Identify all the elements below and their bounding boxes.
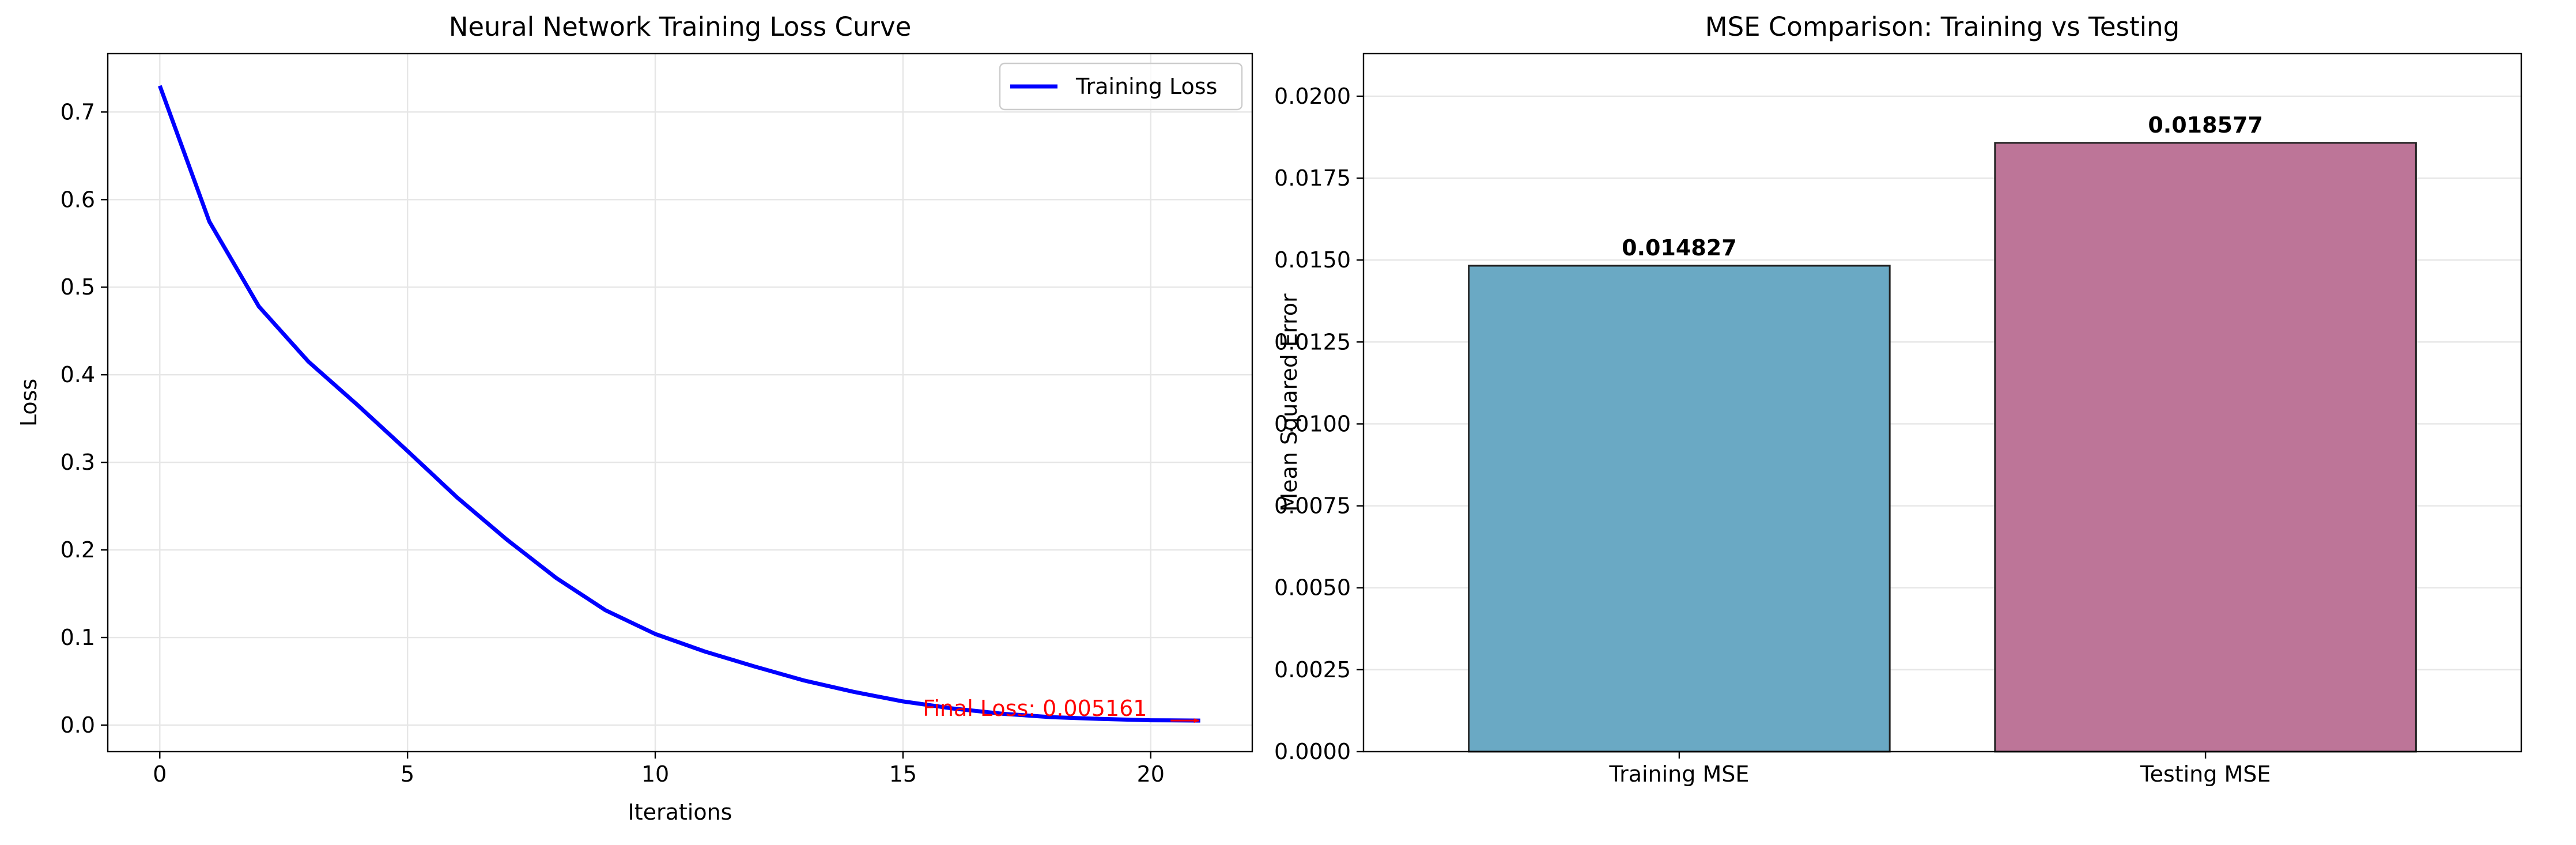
loss-y-tick-label: 0.6 xyxy=(61,187,95,212)
mse-y-tick-label: 0.0075 xyxy=(1274,493,1351,519)
loss-y-tick-label: 0.5 xyxy=(61,274,95,300)
bar-value-label: 0.018577 xyxy=(2148,112,2263,138)
mse-y-axis-label: Mean Squared Error xyxy=(1276,293,1302,512)
loss-y-tick-label: 0.4 xyxy=(61,362,95,387)
loss-y-tick-label: 0.2 xyxy=(61,537,95,563)
mse-x-tick-label: Testing MSE xyxy=(2140,761,2271,787)
mse-y-tick-label: 0.0100 xyxy=(1274,411,1351,436)
loss-x-axis-label: Iterations xyxy=(628,799,732,825)
loss-y-tick-label: 0.0 xyxy=(61,712,95,738)
mse-y-tick-label: 0.0025 xyxy=(1274,657,1351,682)
loss-chart-grid xyxy=(108,54,1252,752)
mse-y-tick-label: 0.0000 xyxy=(1274,739,1351,764)
loss-x-tick-label: 5 xyxy=(401,761,414,787)
legend-label: Training Loss xyxy=(1075,74,1217,99)
loss-chart-title: Neural Network Training Loss Curve xyxy=(449,12,912,42)
loss-x-tick-label: 20 xyxy=(1137,761,1165,787)
mse-y-tick-label: 0.0150 xyxy=(1274,247,1351,273)
loss-chart: Final Loss: 0.005161 0 5 10 15 20 0.00.10.20… xyxy=(16,12,1253,825)
mse-chart-frame xyxy=(1362,52,2522,753)
loss-y-tick-label: 0.1 xyxy=(61,625,95,650)
mse-bars: 0.014827 0.018577 xyxy=(1468,112,2417,753)
mse-y-tick-label: 0.0175 xyxy=(1274,165,1351,191)
loss-y-axis-label: Loss xyxy=(16,379,41,427)
final-loss-annotation: Final Loss: 0.005161 xyxy=(923,696,1147,721)
mse-chart-title: MSE Comparison: Training vs Testing xyxy=(1705,12,2180,42)
mse-y-tick-label: 0.0200 xyxy=(1274,84,1351,109)
bar-value-label: 0.014827 xyxy=(1622,235,1737,261)
mse-y-tick-label: 0.0125 xyxy=(1274,329,1351,354)
mse-y-tick-label: 0.0050 xyxy=(1274,575,1351,601)
loss-line-layer xyxy=(158,85,1200,723)
loss-legend: Training Loss xyxy=(999,62,1243,111)
loss-y-tick-label: 0.7 xyxy=(61,99,95,125)
loss-chart-frame xyxy=(107,52,1253,753)
training-loss-line xyxy=(158,85,1200,723)
final-loss-annotation-layer: Final Loss: 0.005161 xyxy=(923,696,1200,723)
mse-y-ticks: 0.0000 0.0025 0.0050 0.0075 0.0100 0.0125 0.01… xyxy=(1274,84,1363,764)
loss-x-tick-label: 15 xyxy=(889,761,917,787)
loss-y-tick-label: 0.3 xyxy=(61,450,95,475)
loss-x-ticks: 0 5 10 15 20 xyxy=(153,752,1165,787)
testing-mse-bar xyxy=(1994,142,2417,753)
loss-x-tick-label: 0 xyxy=(153,761,167,787)
legend-box xyxy=(999,62,1243,111)
loss-x-tick-label: 10 xyxy=(641,761,669,787)
mse-chart: 0.014827 0.018577 Training MSE Testing MSE… xyxy=(1274,12,2522,787)
mse-x-ticks: Training MSE Testing MSE xyxy=(1608,752,2271,787)
mse-x-tick-label: Training MSE xyxy=(1608,761,1749,787)
loss-y-ticks: 0.0 0.1 0.2 0.3 0.4 0.5 0.6 0.7 xyxy=(61,99,108,738)
training-mse-bar xyxy=(1468,265,1891,753)
